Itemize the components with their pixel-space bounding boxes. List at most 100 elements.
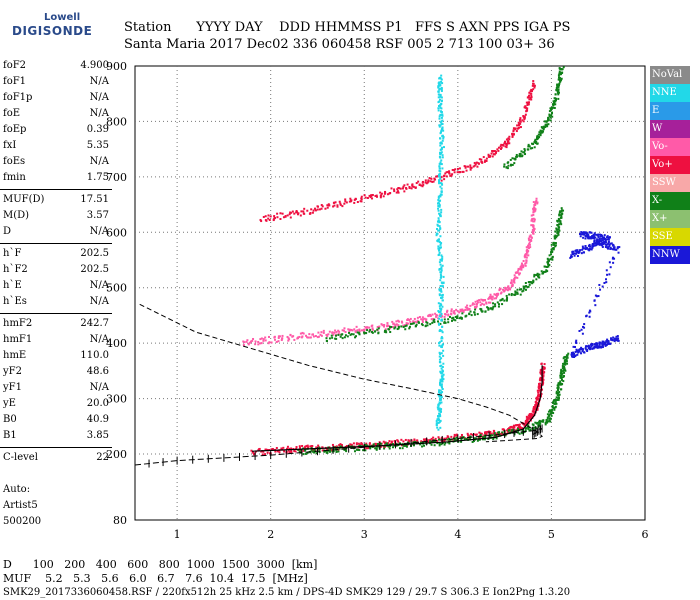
trace-point bbox=[316, 205, 319, 208]
trace-point bbox=[438, 315, 441, 318]
trace-point bbox=[596, 238, 599, 241]
trace-point bbox=[379, 196, 382, 199]
trace-point bbox=[324, 207, 327, 210]
trace-point bbox=[617, 337, 620, 340]
trace-point bbox=[267, 342, 270, 345]
param-value: 20.0 bbox=[86, 398, 109, 409]
trace-point bbox=[436, 175, 439, 178]
trace-point bbox=[440, 107, 443, 110]
trace-point bbox=[264, 215, 267, 218]
trace-point bbox=[435, 315, 438, 318]
trace-point bbox=[377, 443, 380, 446]
trace-point bbox=[539, 129, 542, 132]
trace-point bbox=[300, 336, 303, 339]
trace-point bbox=[432, 180, 435, 183]
trace-point bbox=[441, 156, 444, 159]
trace-point bbox=[538, 421, 541, 424]
trace-point bbox=[262, 338, 265, 341]
trace-point bbox=[532, 207, 535, 210]
trace-point bbox=[527, 427, 530, 430]
trace-point bbox=[471, 433, 474, 436]
trace-point bbox=[582, 251, 585, 254]
trace-point bbox=[465, 314, 468, 317]
trace-point bbox=[453, 312, 456, 315]
chart-frame bbox=[134, 65, 646, 521]
trace-point bbox=[530, 236, 533, 239]
trace-point bbox=[524, 420, 527, 423]
trace-point bbox=[573, 355, 576, 358]
trace-point bbox=[527, 285, 530, 288]
trace-point bbox=[561, 367, 564, 370]
trace-point bbox=[295, 446, 298, 449]
trace-point bbox=[375, 447, 378, 450]
trace-point bbox=[542, 126, 545, 129]
trace-point bbox=[446, 438, 449, 441]
trace-point bbox=[303, 207, 306, 210]
trace-point bbox=[415, 323, 418, 326]
trace-point bbox=[331, 331, 334, 334]
trace-point bbox=[336, 447, 339, 450]
trace-point bbox=[494, 434, 497, 437]
param-key: foEs bbox=[3, 156, 26, 167]
trace-point bbox=[533, 84, 536, 87]
trace-point bbox=[559, 216, 562, 219]
trace-point bbox=[441, 167, 444, 170]
trace-point bbox=[439, 276, 442, 279]
trace-point bbox=[377, 327, 380, 330]
param-key: foF2 bbox=[3, 60, 27, 71]
trace-point bbox=[438, 165, 441, 168]
trace-point bbox=[524, 421, 527, 424]
trace-point bbox=[588, 243, 591, 246]
trace-point bbox=[596, 345, 599, 348]
trace-point bbox=[489, 297, 492, 300]
trace-point bbox=[433, 177, 436, 180]
trace-point bbox=[440, 242, 443, 245]
trace-point bbox=[439, 307, 442, 310]
trace-point bbox=[461, 170, 464, 173]
trace-point bbox=[476, 439, 479, 442]
trace-point bbox=[537, 425, 540, 428]
trace-point bbox=[532, 201, 535, 204]
trace-point bbox=[438, 155, 441, 158]
trace-point bbox=[548, 417, 551, 420]
trace-point bbox=[555, 227, 558, 230]
trace-point bbox=[434, 437, 437, 440]
trace-point bbox=[550, 243, 553, 246]
trace-point bbox=[322, 329, 325, 332]
trace-point bbox=[519, 427, 522, 430]
trace-point bbox=[524, 256, 527, 259]
trace-point bbox=[440, 443, 443, 446]
x-tick-label: 2 bbox=[267, 528, 274, 541]
legend-item-x-: X- bbox=[650, 192, 690, 210]
trace-point bbox=[526, 148, 529, 151]
trace-point bbox=[437, 204, 440, 207]
trace-point bbox=[534, 204, 537, 207]
trace-point bbox=[559, 382, 562, 385]
trace-point bbox=[576, 254, 579, 257]
param-value: 1.75 bbox=[86, 172, 109, 183]
trace-point bbox=[246, 339, 249, 342]
trace-point bbox=[406, 183, 409, 186]
trace-point bbox=[368, 326, 371, 329]
trace-point bbox=[447, 436, 450, 439]
trace-point bbox=[429, 440, 432, 443]
trace-point bbox=[594, 294, 597, 297]
trace-point bbox=[386, 322, 389, 325]
trace-point bbox=[547, 263, 550, 266]
trace-point bbox=[420, 184, 423, 187]
trace-point bbox=[592, 347, 595, 350]
trace-point bbox=[400, 438, 403, 441]
trace-point bbox=[618, 246, 621, 249]
trace-point bbox=[513, 281, 516, 284]
trace-point bbox=[593, 240, 596, 243]
trace-point bbox=[513, 274, 516, 277]
trace-point bbox=[321, 205, 324, 208]
trace-point bbox=[451, 168, 454, 171]
trace-point bbox=[515, 130, 518, 133]
trace-point bbox=[439, 170, 442, 173]
trace-point bbox=[438, 268, 441, 271]
param-separator bbox=[0, 447, 112, 448]
trace-point bbox=[525, 256, 528, 259]
trace-point bbox=[349, 333, 352, 336]
